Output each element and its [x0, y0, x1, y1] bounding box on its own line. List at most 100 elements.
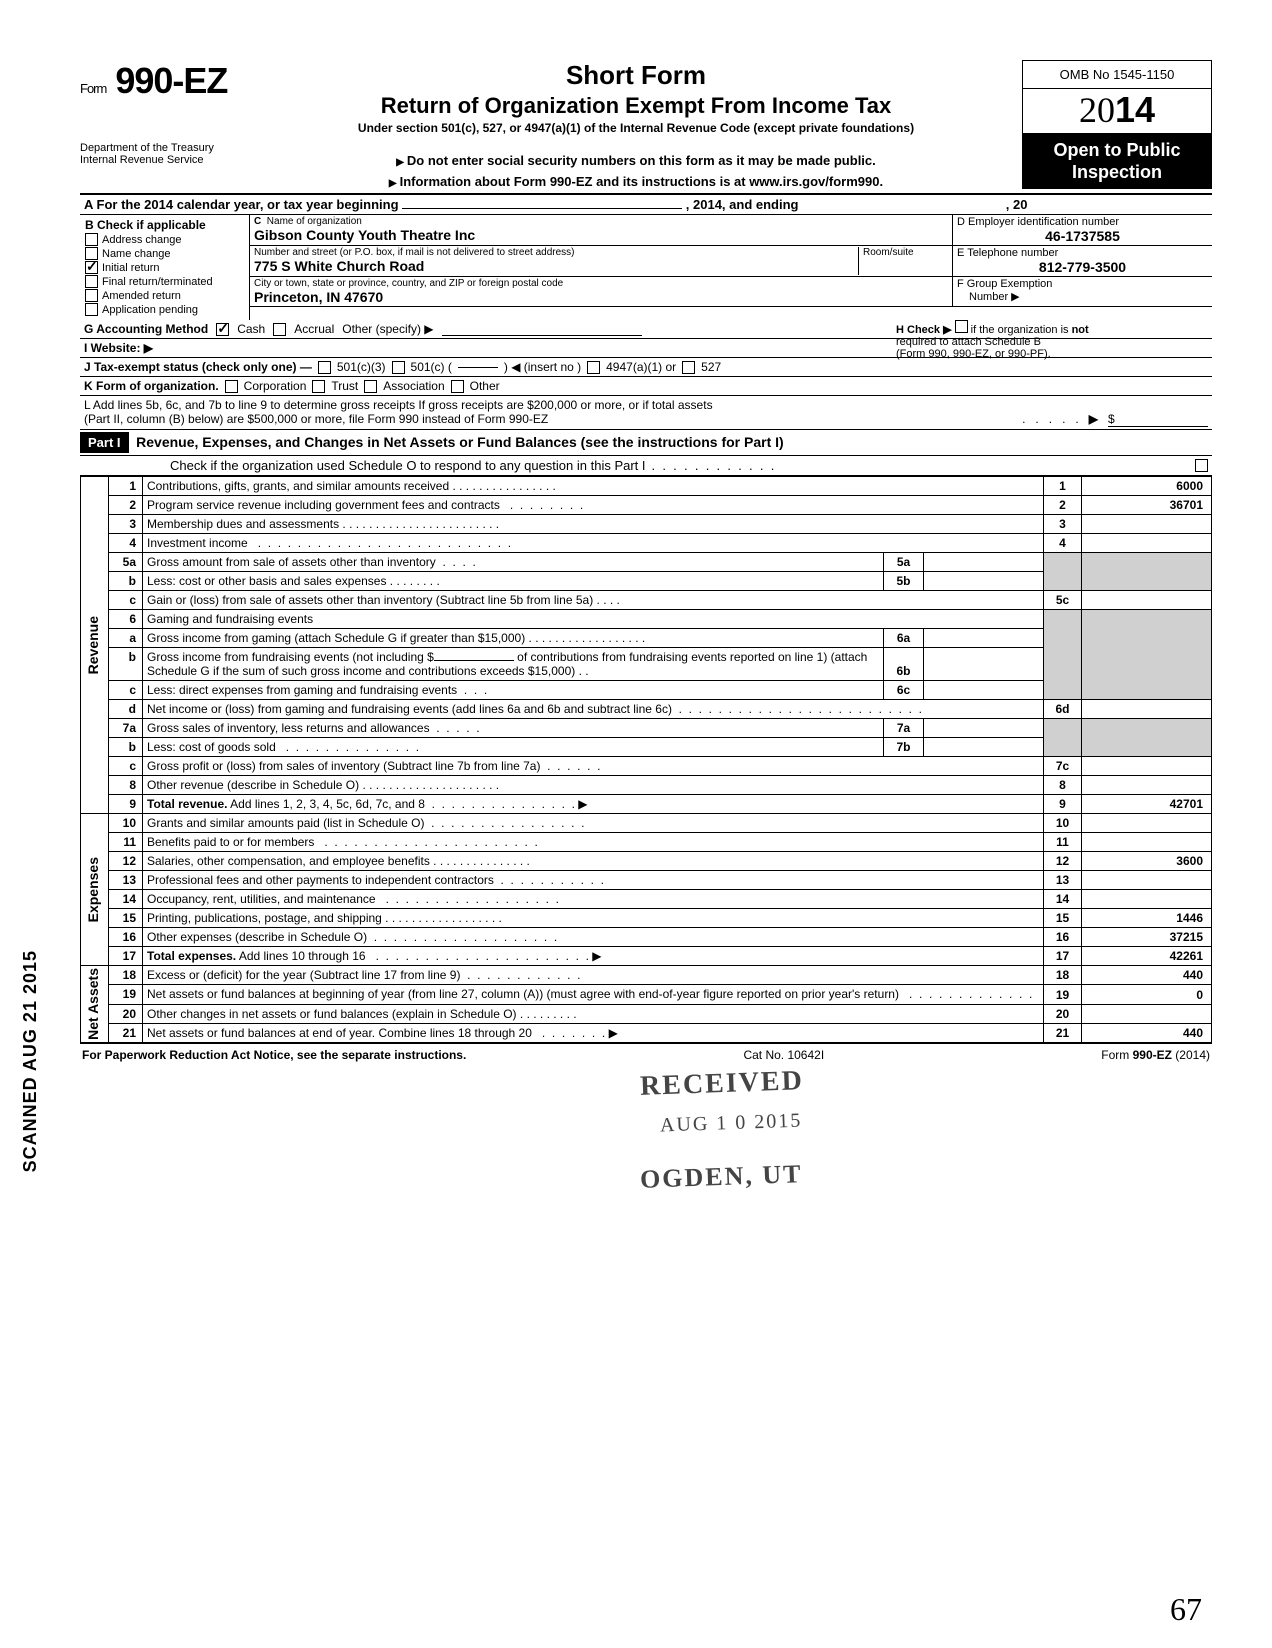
amount-11 [1082, 833, 1212, 852]
check-amended[interactable]: Amended return [85, 289, 244, 302]
amount-7c [1082, 757, 1212, 776]
amount-16: 37215 [1082, 928, 1212, 947]
department: Department of the Treasury Internal Reve… [80, 142, 242, 166]
line-k-org-form: K Form of organization. Corporation Trus… [80, 376, 1212, 395]
check-527[interactable] [682, 361, 695, 374]
title-short-form: Short Form [258, 60, 1014, 91]
side-expenses: Expenses [85, 857, 101, 922]
g-label: G Accounting Method [84, 322, 208, 336]
e-label: E Telephone number [957, 247, 1208, 259]
phone-cell: E Telephone number 812-779-3500 [952, 246, 1212, 276]
amount-21: 440 [1082, 1023, 1212, 1042]
form-header: Form 990-EZ Department of the Treasury I… [80, 60, 1212, 195]
group-exemption-cell: F Group Exemption Number ▶ [952, 277, 1212, 306]
footer-left: For Paperwork Reduction Act Notice, see … [82, 1048, 466, 1062]
tax-year: 2014 [1022, 89, 1212, 134]
amount-19: 0 [1082, 985, 1212, 1004]
f-label2: Number ▶ [957, 290, 1208, 303]
org-info-block: B Check if applicable Address change Nam… [80, 215, 1212, 320]
check-application-pending[interactable]: Application pending [85, 303, 244, 316]
check-initial-return[interactable]: Initial return [85, 261, 244, 274]
amount-13 [1082, 871, 1212, 890]
check-corp[interactable] [225, 380, 238, 393]
check-4947[interactable] [587, 361, 600, 374]
handwritten-note: 67 [1170, 1591, 1202, 1628]
form-label: Form [80, 81, 106, 96]
amount-17: 42261 [1082, 947, 1212, 966]
year-bold: 14 [1115, 89, 1155, 130]
check-501c[interactable] [392, 361, 405, 374]
check-cash[interactable] [216, 323, 229, 336]
city-value: Princeton, IN 47670 [254, 289, 948, 305]
part-i-title: Revenue, Expenses, and Changes in Net As… [136, 434, 784, 450]
amount-18: 440 [1082, 966, 1212, 985]
omb-number: OMB No 1545-1150 [1022, 60, 1212, 89]
amount-14 [1082, 890, 1212, 909]
amount-3 [1082, 515, 1212, 534]
open-to-public: Open to Public Inspection [1022, 134, 1212, 189]
addr-value: 775 S White Church Road [254, 258, 858, 274]
check-501c3[interactable] [318, 361, 331, 374]
part-i-label: Part I [80, 432, 129, 453]
addr-label: Number and street (or P.O. box, if mail … [254, 247, 858, 258]
c-label: C Name of organization [254, 216, 948, 227]
open-public-2: Inspection [1026, 162, 1208, 184]
side-revenue: Revenue [85, 616, 101, 674]
check-schedule-o[interactable] [1195, 459, 1208, 472]
check-trust[interactable] [312, 380, 325, 393]
org-section: C Name of organization Gibson County You… [250, 215, 1212, 320]
f-label: F Group Exemption [957, 278, 1208, 290]
amount-8 [1082, 776, 1212, 795]
stamp-ogden: OGDEN, UT [640, 1159, 803, 1195]
room-label: Room/suite [863, 247, 948, 258]
stamp-scanned: SCANNED AUG 21 2015 [20, 950, 41, 1172]
footer: For Paperwork Reduction Act Notice, see … [80, 1043, 1212, 1066]
section-a-mid: , 2014, and ending [686, 197, 799, 212]
note-ssn: Do not enter social security numbers on … [258, 153, 1014, 168]
section-a-tax-year: A For the 2014 calendar year, or tax yea… [80, 195, 1212, 215]
line-l-gross-receipts: L Add lines 5b, 6c, and 7b to line 9 to … [80, 395, 1212, 430]
check-other[interactable] [451, 380, 464, 393]
line-h-schedule-b: H Check ▶ if the organization is not req… [892, 318, 1152, 362]
org-name-cell: C Name of organization Gibson County You… [250, 215, 952, 245]
open-public-1: Open to Public [1026, 140, 1208, 162]
check-final-return[interactable]: Final return/terminated [85, 275, 244, 288]
note-info: Information about Form 990-EZ and its in… [258, 174, 1014, 189]
amount-20 [1082, 1004, 1212, 1023]
amount-15: 1446 [1082, 909, 1212, 928]
ein-cell: D Employer identification number 46-1737… [952, 215, 1212, 245]
check-h[interactable] [955, 320, 968, 333]
stamp-received: RECEIVED [639, 1065, 804, 1103]
check-assoc[interactable] [364, 380, 377, 393]
amount-4 [1082, 534, 1212, 553]
amount-5c [1082, 591, 1212, 610]
side-net-assets: Net Assets [85, 968, 101, 1040]
form-number: Form 990-EZ [80, 60, 242, 102]
check-name-change[interactable]: Name change [85, 247, 244, 260]
phone-value: 812-779-3500 [957, 259, 1208, 275]
part-i-table: Revenue 1 Contributions, gifts, grants, … [80, 476, 1212, 1043]
section-a-end: , 20 [1006, 197, 1028, 212]
amount-1: 6000 [1082, 477, 1212, 496]
footer-right: Form 990-EZ (2014) [1101, 1048, 1210, 1062]
amount-10 [1082, 814, 1212, 833]
title-box: Short Form Return of Organization Exempt… [250, 60, 1022, 189]
footer-mid: Cat No. 10642I [743, 1048, 824, 1062]
amount-6d [1082, 700, 1212, 719]
dept-line1: Department of the Treasury [80, 142, 242, 154]
check-address-change[interactable]: Address change [85, 233, 244, 246]
dept-line2: Internal Revenue Service [80, 154, 242, 166]
city-label: City or town, state or province, country… [254, 278, 948, 289]
stamp-date: AUG 1 0 2015 [660, 1110, 803, 1138]
year-prefix: 20 [1079, 90, 1115, 130]
check-column-b: B Check if applicable Address change Nam… [80, 215, 250, 320]
subtitle: Under section 501(c), 527, or 4947(a)(1)… [258, 121, 1014, 135]
amount-12: 3600 [1082, 852, 1212, 871]
ein-value: 46-1737585 [957, 228, 1208, 244]
gh-block: G Accounting Method Cash Accrual Other (… [80, 320, 1212, 430]
amount-9: 42701 [1082, 795, 1212, 814]
check-accrual[interactable] [273, 323, 286, 336]
part-i-header: Part I Revenue, Expenses, and Changes in… [80, 430, 1212, 456]
title-return: Return of Organization Exempt From Incom… [258, 93, 1014, 119]
d-label: D Employer identification number [957, 216, 1208, 228]
